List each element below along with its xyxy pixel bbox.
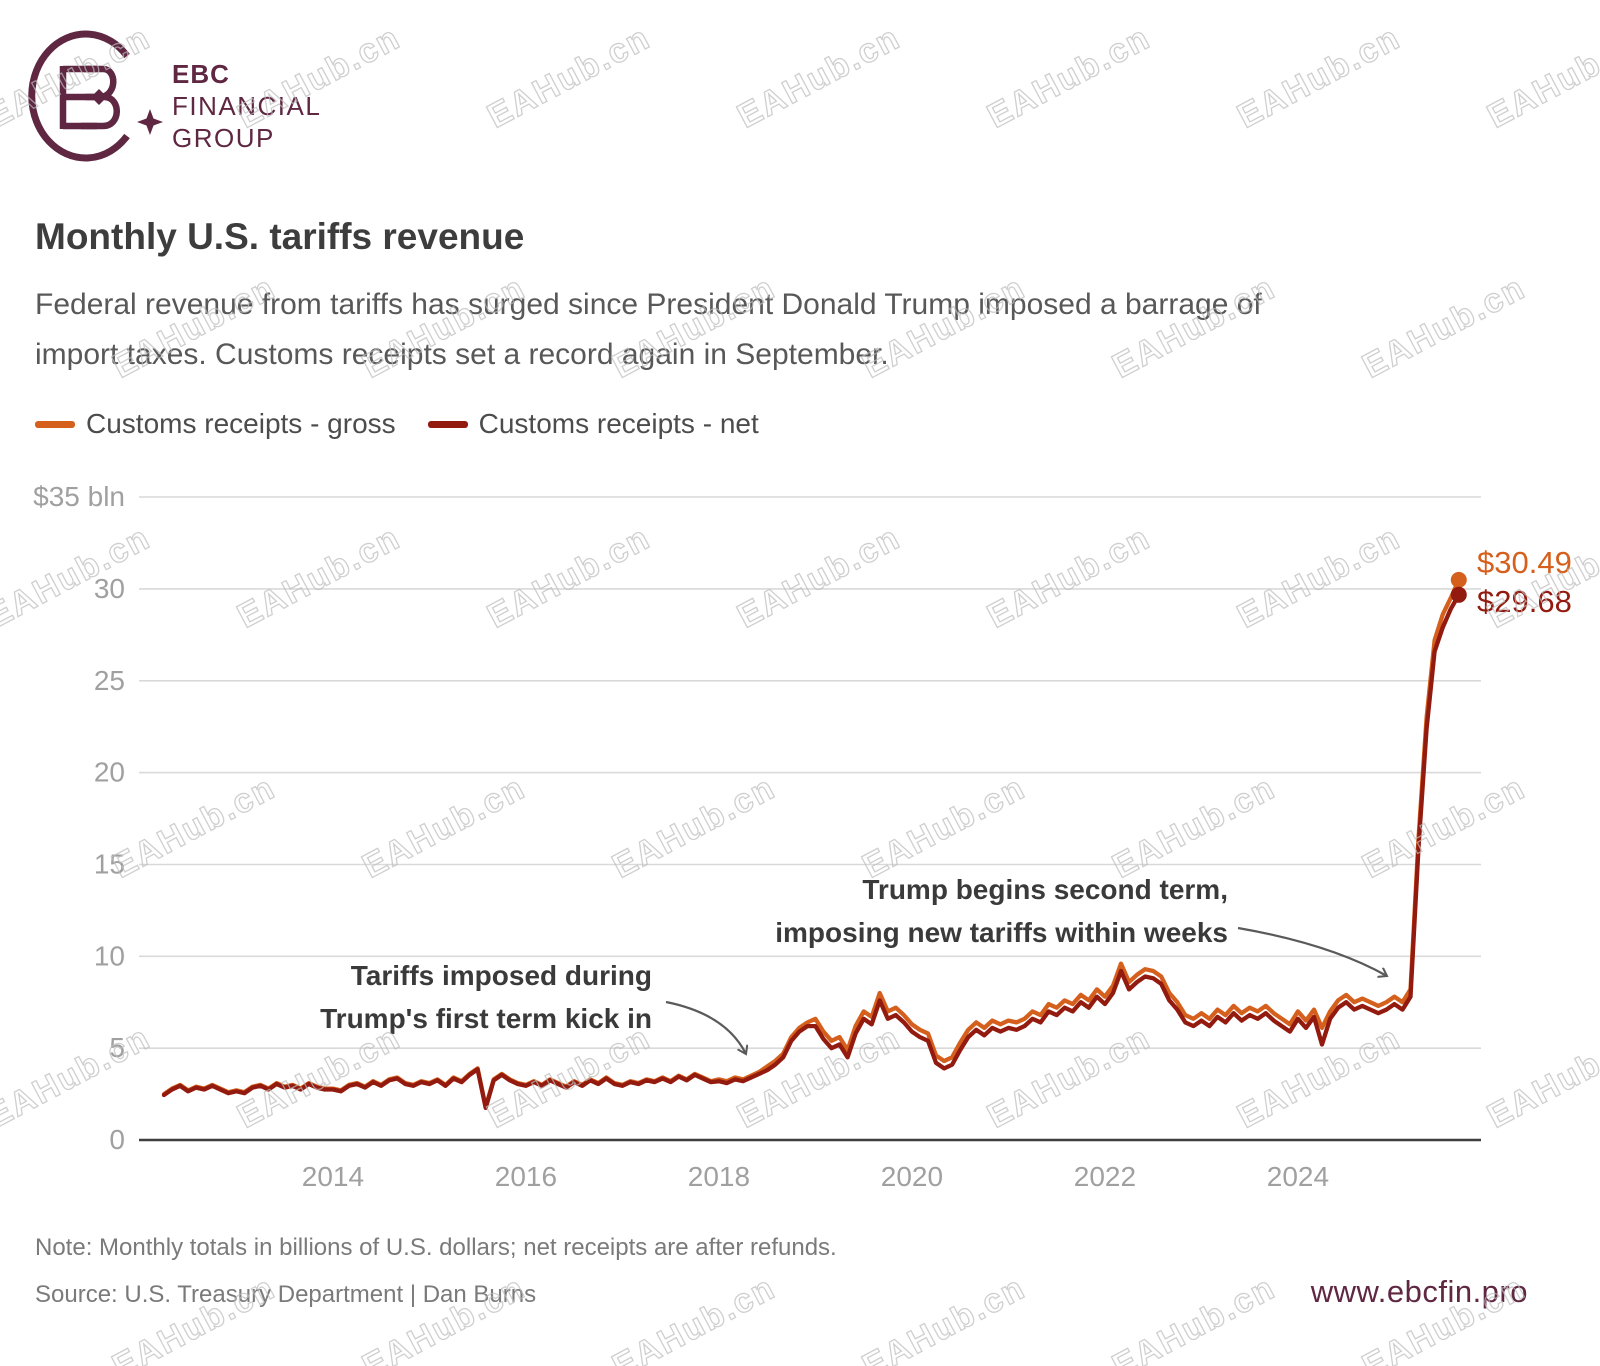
gridlines [139,496,1481,1142]
ebc-logo-icon [28,30,163,162]
logo-wordmark: EBC FINANCIAL GROUP [172,58,321,154]
chart-source: Source: U.S. Treasury Department | Dan B… [35,1281,537,1308]
legend-item-gross: Customs receipts - gross [35,408,396,440]
svg-text:2016: 2016 [495,1161,557,1192]
website-url: www.ebcfin.pro [1310,1274,1528,1309]
series-net-end-dot [1450,586,1467,603]
svg-text:0: 0 [109,1124,125,1155]
annotation-arrow-second-term [1237,926,1387,976]
legend-label-net: Customs receipts - net [478,408,759,439]
annotation-second-term: Trump begins second term, imposing new t… [775,868,1228,954]
y-axis-labels: $35 bln 30 25 20 15 10 5 0 [33,481,125,1155]
gross-line-swatch-icon [35,420,75,428]
chart-note: Note: Monthly totals in billions of U.S.… [35,1234,837,1261]
legend-item-net: Customs receipts - net [427,408,759,440]
svg-text:10: 10 [94,940,125,971]
page-subtitle: Federal revenue from tariffs has surged … [35,280,1262,380]
series-gross-end-dot [1450,571,1467,588]
svg-text:2020: 2020 [881,1161,943,1192]
svg-text:25: 25 [94,665,125,696]
page-title: Monthly U.S. tariffs revenue [35,216,525,257]
svg-text:2022: 2022 [1074,1161,1136,1192]
logo-sparkle-icon [137,109,163,135]
svg-text:15: 15 [94,849,125,880]
logo-line-1: EBC [172,59,230,89]
legend-label-gross: Customs receipts - gross [86,408,396,439]
annotation-first-term: Tariffs imposed during Trump's first ter… [320,954,652,1040]
logo-diamond [91,89,107,105]
annotation-first-term-line1: Tariffs imposed during [350,960,652,991]
svg-text:30: 30 [94,573,125,604]
svg-text:20: 20 [94,757,125,788]
svg-text:2024: 2024 [1267,1161,1329,1192]
subtitle-line-1: Federal revenue from tariffs has surged … [35,288,1262,321]
subtitle-line-2: import taxes. Customs receipts set a rec… [35,338,889,371]
net-line-swatch-icon [427,420,468,428]
annotation-second-term-line1: Trump begins second term, [862,874,1228,905]
annotation-second-term-line2: imposing new tariffs within weeks [775,917,1228,948]
svg-text:$35 bln: $35 bln [33,481,125,512]
annotation-arrow-first-term [665,1000,746,1054]
x-axis-labels: 2014 2016 2018 2020 2022 2024 [302,1161,1329,1192]
chart-legend: Customs receipts - gross Customs receipt… [35,408,759,440]
logo-line-3: GROUP [172,123,275,153]
series-net-line [161,592,1461,1111]
svg-text:2018: 2018 [688,1161,750,1192]
svg-text:5: 5 [109,1032,125,1063]
svg-text:2014: 2014 [302,1161,364,1192]
annotation-first-term-line2: Trump's first term kick in [320,1003,652,1034]
end-value-label-net: $29.68 [1477,584,1572,619]
logo-line-2: FINANCIAL [172,91,322,121]
end-value-label-gross: $30.49 [1477,545,1572,580]
